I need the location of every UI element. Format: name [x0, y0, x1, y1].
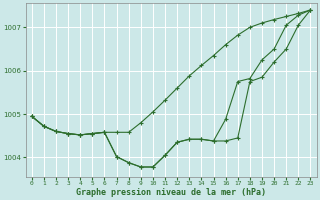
X-axis label: Graphe pression niveau de la mer (hPa): Graphe pression niveau de la mer (hPa): [76, 188, 266, 197]
